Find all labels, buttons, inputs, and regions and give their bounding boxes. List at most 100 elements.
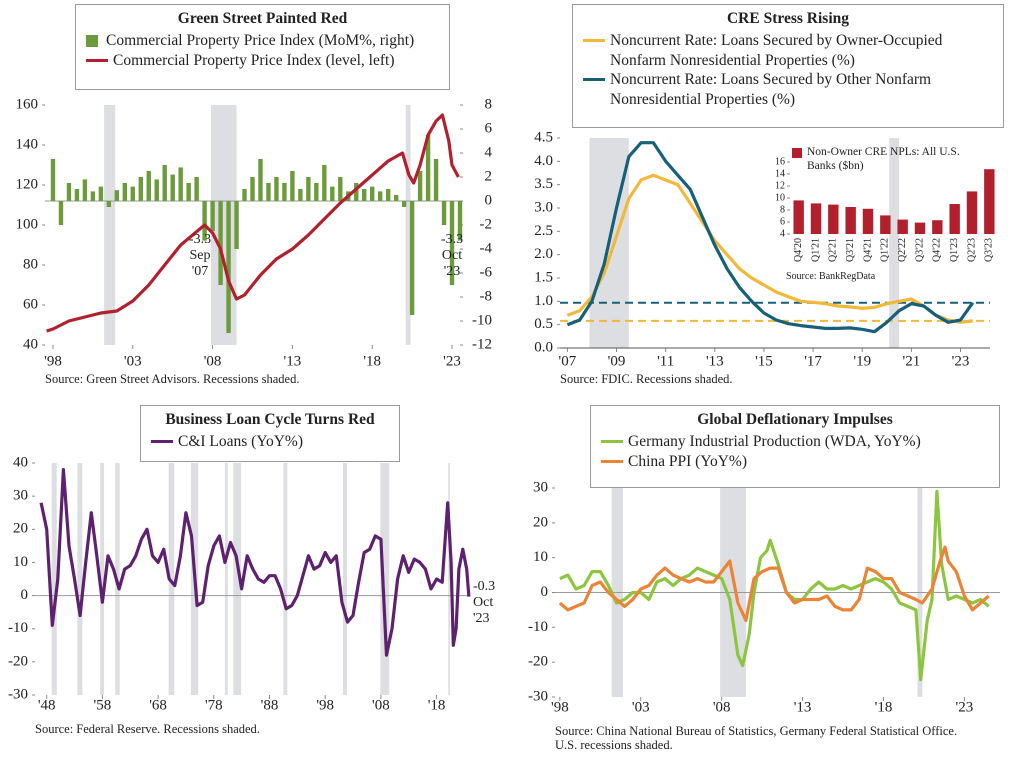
x-tick-label: '03 (124, 353, 142, 369)
x-tick-label: Q2'23 (966, 238, 977, 262)
y-tick-label: -30 (8, 686, 28, 702)
y-tick-label: 6 (780, 216, 785, 227)
legend-entry: Commercial Property Price Index (MoM%, r… (86, 31, 439, 50)
legend-label: Non-Owner CRE NPLs: All U.S. Banks ($bn) (807, 146, 960, 172)
legend-swatch (792, 148, 802, 158)
legend-label: Commercial Property Price Index (level, … (113, 51, 395, 69)
recession-band (405, 105, 411, 345)
bar (210, 201, 215, 231)
y-tick-label: 20 (533, 514, 548, 530)
x-tick-label: '23 (956, 699, 974, 715)
x-tick-label: '23 (952, 353, 970, 369)
annotation: Sep (190, 248, 211, 263)
legend-label: Noncurrent Rate: Loans Secured by Other … (610, 71, 932, 108)
legend-label: Commercial Property Price Index (MoM%, r… (106, 32, 415, 50)
y-tick-label: 140 (16, 136, 39, 152)
y2-tick-label: 2 (485, 168, 493, 184)
bar (258, 159, 263, 201)
x-tick-label: '08 (204, 353, 222, 369)
y2-tick-label: 0 (485, 192, 493, 208)
bar (845, 207, 856, 234)
bar (202, 201, 207, 241)
y-tick-label: 1.5 (534, 269, 553, 285)
legend: CRE Stress Rising Noncurrent Rate: Loans … (572, 4, 1004, 128)
legend-swatch (86, 35, 98, 48)
x-tick-label: '98 (316, 697, 334, 713)
source-note: Source: China National Bureau of Statist… (555, 724, 957, 753)
x-tick-label: Q1'23 (949, 238, 960, 262)
bar (810, 203, 822, 234)
bar (932, 220, 943, 234)
y-tick-label: 0.5 (534, 316, 553, 332)
x-tick-label: '98 (44, 353, 62, 369)
recession-band (104, 105, 116, 345)
chart-title: Business Loan Cycle Turns Red (165, 411, 375, 428)
recession-band (448, 463, 450, 695)
y-tick-label: 30 (13, 488, 28, 504)
legend-label: C&I Loans (YoY%) (178, 433, 304, 451)
chart-title: CRE Stress Rising (726, 10, 849, 27)
legend-swatch (151, 440, 173, 444)
bar (949, 204, 960, 234)
y-tick-label: 14 (775, 168, 785, 179)
recession-band (343, 463, 347, 695)
x-tick-label: '13 (284, 353, 302, 369)
bar (178, 167, 183, 201)
bar (90, 191, 96, 201)
y-tick-label: 3.5 (534, 176, 553, 192)
y-tick-label: 20 (13, 521, 28, 537)
y-tick-label: 30 (533, 479, 548, 495)
legend-entry: Noncurrent Rate: Loans Secured by Owner-… (583, 31, 993, 70)
bar (106, 201, 112, 207)
source-note: Source: Green Street Advisors. Recession… (45, 372, 299, 386)
source-line: Source: Federal Reserve. Recessions shad… (35, 722, 260, 736)
x-tick-label: '18 (428, 697, 446, 713)
series-line (566, 141, 975, 334)
annotation: '07 (192, 264, 209, 279)
x-tick-label: '68 (149, 697, 167, 713)
bar (130, 186, 135, 201)
bar (226, 201, 231, 333)
recession-band (77, 463, 83, 695)
bar (322, 165, 327, 201)
y2-tick-label: -10 (472, 312, 492, 328)
y-tick-label: 3.0 (534, 199, 553, 215)
y-tick-label: 4 (780, 228, 785, 239)
bar (218, 201, 223, 285)
bar (417, 171, 423, 201)
y-tick-label: 8 (780, 204, 785, 215)
x-tick-label: '11 (657, 353, 674, 369)
source-line: Source: Green Street Advisors. Recession… (45, 372, 300, 386)
bar (409, 201, 415, 315)
source-line: Source: BankRegData (786, 271, 876, 282)
legend-swatch (86, 58, 108, 62)
bar (274, 177, 279, 201)
bar (290, 171, 295, 201)
x-tick-label: '08 (372, 697, 390, 713)
bar (298, 189, 303, 201)
y-tick-label: 0.0 (534, 339, 553, 355)
recession-band (233, 463, 242, 695)
x-tick-label: '18 (363, 353, 381, 369)
series-line (46, 113, 460, 333)
y-tick-label: 10 (13, 554, 28, 570)
annotation: Oct (473, 595, 493, 610)
series-line (559, 489, 990, 682)
bar (50, 159, 56, 201)
legend-entry: Commercial Property Price Index (level, … (86, 51, 439, 70)
legend-entry: China PPI (YoY%) (601, 452, 989, 471)
x-tick-label: Q1'21 (810, 238, 821, 262)
legend-entry: Noncurrent Rate: Loans Secured by Other … (583, 70, 993, 109)
recession-band (211, 105, 237, 345)
bar (170, 174, 175, 201)
y-tick-label: 1.0 (534, 293, 553, 309)
recession-band (380, 463, 390, 695)
bar (966, 191, 978, 234)
bar (250, 177, 255, 201)
bar (98, 186, 104, 201)
x-tick-label: '98 (551, 699, 569, 715)
legend-entry: Germany Industrial Production (WDA, YoY%… (601, 432, 989, 451)
legend-swatch (583, 39, 605, 43)
